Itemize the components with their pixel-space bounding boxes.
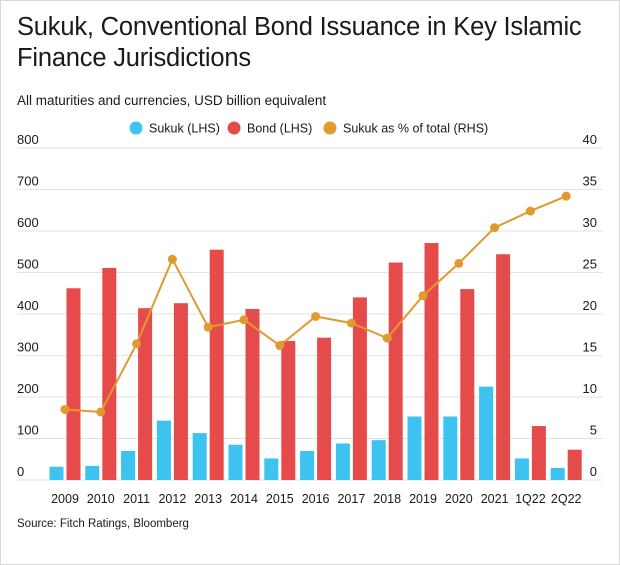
sukuk-bar [85,465,100,480]
sukuk-share-point [60,404,70,414]
sukuk-share-point [561,191,571,201]
x-tick-label: 2021 [481,492,509,506]
x-tick-label: 2012 [158,492,186,506]
x-tick-label: 2018 [373,492,401,506]
sukuk-share-point [525,206,535,216]
sukuk-share-point [346,318,356,328]
sukuk-bar [264,458,279,480]
source-note: Source: Fitch Ratings, Bloomberg [17,518,189,530]
y-right-tick-label: 20 [583,298,597,313]
legend-label: Bond (LHS) [247,122,312,136]
bond-bar [424,243,439,480]
x-tick-label: 2019 [409,492,437,506]
sukuk-share-point [239,315,249,325]
y-right-tick-label: 40 [583,132,597,147]
x-tick-label: 2Q22 [551,492,582,506]
bond-bar [245,309,260,480]
bond-bar [531,426,546,480]
y-right-tick-label: 10 [583,381,597,396]
legend-label: Sukuk as % of total (RHS) [343,122,488,136]
chart-title: Sukuk, Conventional Bond Issuance in Key… [17,13,582,72]
sukuk-bar [300,450,315,480]
legend-marker [323,121,337,135]
sukuk-share-point [132,339,142,349]
bond-bar [66,288,81,480]
y-left-tick-label: 300 [17,340,39,355]
sukuk-bar [479,386,494,480]
bond-bar [352,297,367,480]
x-tick-label: 2016 [302,492,330,506]
bond-bar [496,254,511,480]
legend-label: Sukuk (LHS) [149,122,220,136]
sukuk-bar [443,416,458,480]
x-tick-label: 2017 [337,492,365,506]
bond-bar [138,308,153,480]
sukuk-bar [514,458,529,480]
y-left-tick-label: 500 [17,257,39,272]
sukuk-bar [156,420,171,480]
y-left-tick-label: 200 [17,381,39,396]
legend-marker [227,121,241,135]
x-tick-label: 2010 [87,492,115,506]
bond-bar [317,337,332,480]
y-left-tick-label: 600 [17,215,39,230]
y-left-tick-label: 400 [17,298,39,313]
sukuk-bar [228,444,243,480]
chart-subtitle: All maturities and currencies, USD billi… [17,93,327,108]
sukuk-bar [371,440,386,480]
sukuk-share-point [454,258,464,268]
y-left-tick-label: 100 [17,423,39,438]
sukuk-bar [550,467,565,480]
x-tick-label: 2013 [194,492,222,506]
sukuk-share-point [203,322,213,332]
bond-bar [388,262,403,480]
sukuk-share-point [275,341,285,351]
sukuk-bar [121,450,136,480]
sukuk-bar [335,443,350,480]
x-tick-label: 2015 [266,492,294,506]
x-tick-label: 1Q22 [515,492,546,506]
sukuk-share-point [311,311,321,321]
y-right-tick-label: 0 [590,464,597,479]
sukuk-share-point [96,407,106,417]
sukuk-bar [192,433,207,480]
legend-marker [129,121,143,135]
sukuk-share-point [382,333,392,343]
bond-bar [281,340,296,480]
x-tick-label: 2009 [51,492,79,506]
x-tick-label: 2020 [445,492,473,506]
bond-bar [460,289,475,480]
y-left-tick-label: 0 [17,464,24,479]
bond-bar [209,249,224,480]
x-tick-label: 2014 [230,492,258,506]
y-left-tick-label: 700 [17,174,39,189]
sukuk-bar [407,416,422,480]
y-right-tick-label: 5 [590,423,597,438]
y-right-tick-label: 35 [583,174,597,189]
sukuk-bar [49,466,64,480]
bond-bar [102,267,117,480]
sukuk-share-point [418,291,428,301]
sukuk-share-point [490,223,500,233]
sukuk-share-point [167,254,177,264]
y-right-tick-label: 15 [583,340,597,355]
bond-bar [567,449,582,480]
y-left-tick-label: 800 [17,132,39,147]
bond-bar [173,303,188,480]
x-tick-label: 2011 [123,492,150,506]
y-right-tick-label: 30 [583,215,597,230]
y-right-tick-label: 25 [583,257,597,272]
